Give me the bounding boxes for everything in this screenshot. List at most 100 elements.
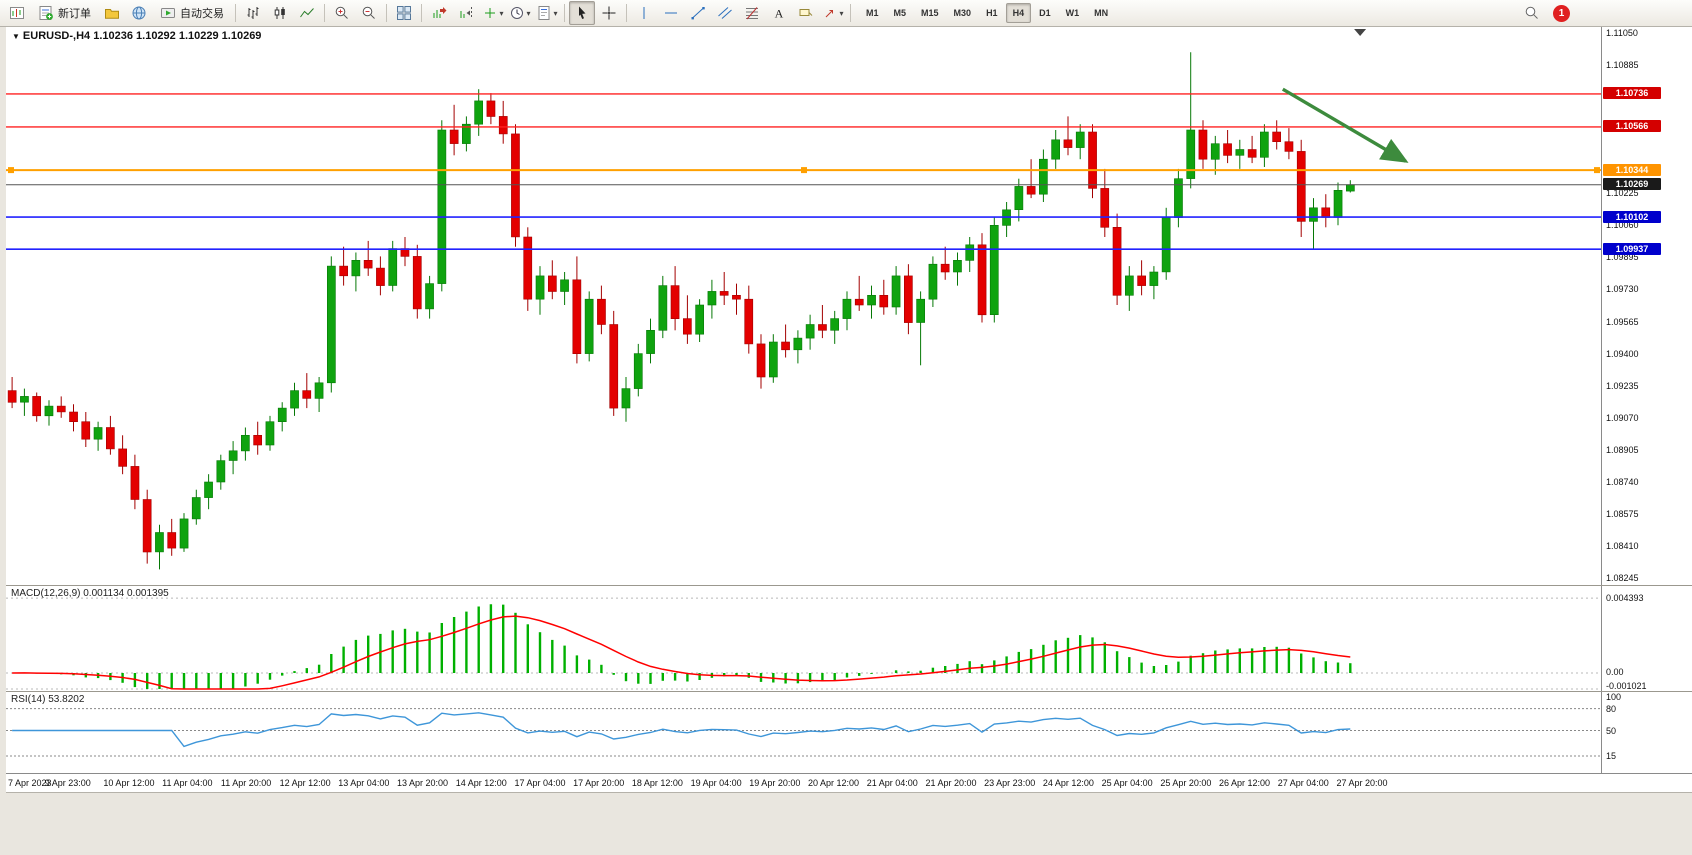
horizontal-line-button[interactable]: [658, 1, 684, 25]
zoom-out-button[interactable]: [356, 1, 382, 25]
candle-body: [953, 260, 962, 273]
text-label-button[interactable]: [793, 1, 819, 25]
line-handle[interactable]: [801, 167, 807, 174]
toolbar-right: 1: [1519, 1, 1570, 25]
candle-body: [1088, 131, 1097, 189]
vertical-line-button[interactable]: [631, 1, 657, 25]
price-tick: 1.09730: [1606, 284, 1639, 295]
community-button[interactable]: [126, 1, 152, 25]
candle-body: [474, 100, 484, 125]
candle-body: [523, 236, 533, 300]
candle-body: [965, 244, 975, 261]
profiles-button[interactable]: [99, 1, 125, 25]
line-handle[interactable]: [8, 167, 14, 174]
crosshair-button[interactable]: [596, 1, 622, 25]
candle-body: [204, 481, 213, 498]
globe-icon: [132, 6, 146, 20]
candlestick-chart[interactable]: [6, 27, 1602, 585]
chart-shift-button[interactable]: [453, 1, 479, 25]
candle-body: [977, 244, 987, 316]
candle-body: [867, 294, 876, 306]
candle-body: [326, 265, 336, 384]
tile-windows-button[interactable]: [391, 1, 417, 25]
timeframe-m5[interactable]: M5: [893, 8, 907, 18]
pane-divider[interactable]: [6, 691, 1692, 692]
candle-body: [1075, 131, 1085, 148]
candle-body: [793, 337, 803, 351]
auto-scroll-button[interactable]: [426, 1, 452, 25]
time-label: 25 Apr 04:00: [1101, 778, 1153, 788]
indicators-button[interactable]: ▾: [480, 1, 506, 25]
candlestick-chart-button[interactable]: [267, 1, 293, 25]
folder-icon: [105, 9, 119, 19]
price-tick: 1.10225: [1606, 188, 1639, 199]
zoom-in-button[interactable]: [329, 1, 355, 25]
search-button[interactable]: [1519, 1, 1545, 25]
candle-body: [216, 460, 226, 483]
candle-body: [412, 256, 422, 310]
timeframe-m1[interactable]: M1: [866, 8, 879, 18]
candle-body: [106, 427, 115, 450]
new-order-button[interactable]: 新订单: [31, 1, 98, 25]
candle-body: [142, 499, 152, 553]
line-chart-icon: [300, 8, 314, 18]
candle-body: [633, 353, 643, 389]
timeframe-mn[interactable]: MN: [1094, 8, 1109, 18]
time-label: 20 Apr 12:00: [808, 778, 860, 788]
candle-body: [1284, 141, 1294, 152]
macd-indicator: [6, 586, 1602, 691]
annotation-arrow[interactable]: [1281, 87, 1409, 163]
periods-button[interactable]: ▾: [507, 1, 533, 25]
indicators-plus-icon: [485, 8, 496, 18]
price-tick: 1.09895: [1606, 252, 1639, 263]
candle-body: [1223, 143, 1232, 156]
rsi-value: 53.8202: [48, 694, 85, 705]
time-label: 25 Apr 20:00: [1160, 778, 1212, 788]
price-axis[interactable]: 1.11050 1.10885 1.10225 1.10060 1.09895 1.097…: [1601, 27, 1692, 585]
line-handle[interactable]: [1594, 167, 1600, 174]
chevron-down-icon: ▾: [499, 8, 504, 18]
trendline-button[interactable]: [685, 1, 711, 25]
fibonacci-button[interactable]: [739, 1, 765, 25]
bar-chart-button[interactable]: [240, 1, 266, 25]
time-axis[interactable]: 7 Apr 2023 9 Apr 23:00 10 Apr 12:00 11 Apr …: [6, 773, 1692, 792]
quote-text: EURUSD-,H4 1.10236 1.10292 1.10229 1.102…: [22, 30, 262, 42]
templates-button[interactable]: ▾: [534, 1, 560, 25]
chart-dropdown-arrow-icon[interactable]: ▼: [12, 32, 20, 41]
candle-body: [461, 123, 471, 144]
timeframe-h1[interactable]: H1: [986, 8, 998, 18]
candle-body: [351, 260, 361, 277]
candle-body: [155, 532, 164, 553]
price-line-badge: 1.10736: [1603, 87, 1661, 100]
candle-body: [597, 298, 606, 325]
zoom-out-icon: [362, 6, 375, 19]
rsi-axis: 100 80 50 15: [1601, 692, 1692, 773]
timeframe-m15[interactable]: M15: [921, 8, 939, 18]
time-label: 23 Apr 23:00: [984, 778, 1036, 788]
cursor-button[interactable]: [569, 1, 595, 25]
auto-trading-button[interactable]: 自动交易: [153, 1, 231, 25]
text-button[interactable]: A: [766, 1, 792, 25]
arrows-button[interactable]: ▾: [820, 1, 846, 25]
search-icon: [1525, 6, 1538, 19]
pane-divider[interactable]: [6, 585, 1692, 586]
chart-shift-icon: [460, 7, 472, 19]
shift-marker[interactable]: [1354, 29, 1367, 36]
candle-body: [449, 129, 459, 144]
price-tick: 1.10060: [1606, 220, 1639, 231]
price-line-badge: 1.10102: [1603, 210, 1661, 223]
new-chart-button[interactable]: [4, 1, 30, 25]
line-chart-button[interactable]: [294, 1, 320, 25]
timeframe-d1[interactable]: D1: [1039, 8, 1051, 18]
notification-badge[interactable]: 1: [1553, 4, 1570, 22]
ohlc-bars-icon: [247, 7, 259, 19]
timeframe-h4[interactable]: H4: [1005, 3, 1032, 23]
candle-body: [1186, 129, 1196, 179]
toolbar-separator: [235, 4, 236, 22]
timeframe-w1[interactable]: W1: [1065, 8, 1080, 18]
channel-button[interactable]: [712, 1, 738, 25]
timeframe-m30[interactable]: M30: [953, 8, 972, 18]
candle-body: [314, 382, 324, 399]
toolbar-separator: [386, 4, 387, 22]
